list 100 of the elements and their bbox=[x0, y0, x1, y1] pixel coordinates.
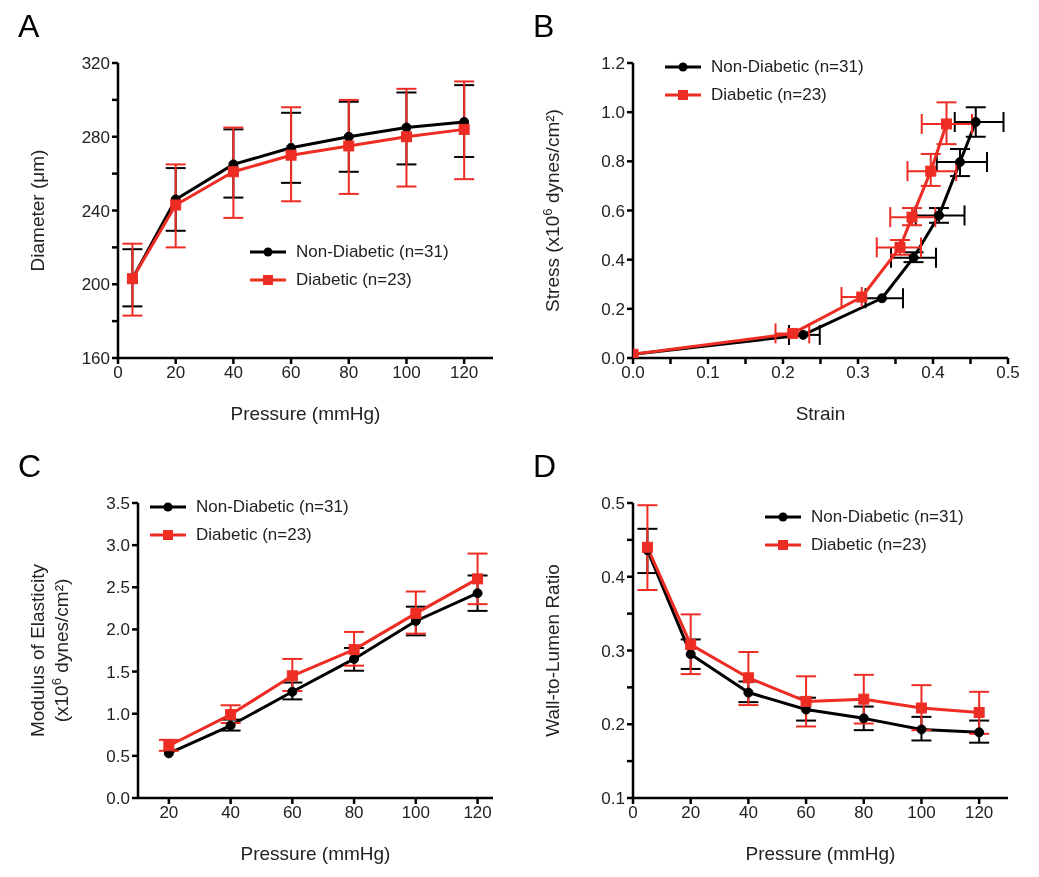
point bbox=[742, 672, 754, 684]
x-tick-label: 60 bbox=[281, 363, 301, 383]
y-tick-label: 1.0 bbox=[601, 103, 625, 123]
point bbox=[970, 117, 981, 127]
y-tick-label: 1.5 bbox=[106, 662, 130, 682]
y-tick-label: 0.4 bbox=[601, 567, 625, 587]
y-axis-title: Wall-to-Lumen Ratio bbox=[542, 564, 563, 737]
legend-label: Non-Diabetic (n=31) bbox=[196, 497, 349, 517]
y-tick-label: 0.8 bbox=[601, 152, 625, 172]
x-tick-label: 80 bbox=[344, 803, 364, 823]
point bbox=[343, 140, 355, 152]
chart-title: C bbox=[18, 448, 42, 485]
point bbox=[472, 573, 484, 585]
y-tick-label: 3.0 bbox=[106, 536, 130, 556]
point bbox=[955, 157, 965, 168]
y-tick-label: 0.5 bbox=[106, 746, 130, 766]
x-tick-label: 0.3 bbox=[846, 363, 870, 383]
legend-label: Diabetic (n=23) bbox=[196, 525, 312, 545]
point bbox=[285, 149, 297, 161]
y-tick-label: 3.5 bbox=[106, 494, 130, 514]
y-tick-label: 280 bbox=[81, 127, 110, 147]
point bbox=[941, 118, 952, 130]
y-tick-label: 2.5 bbox=[106, 578, 130, 598]
x-tick-label: 40 bbox=[738, 803, 758, 823]
x-tick-label: 0.0 bbox=[621, 363, 645, 383]
point bbox=[641, 541, 653, 553]
point bbox=[858, 713, 869, 724]
x-tick-label: 60 bbox=[282, 803, 302, 823]
x-tick-label: 120 bbox=[964, 803, 994, 823]
x-tick-label: 0.5 bbox=[996, 363, 1020, 383]
point bbox=[908, 252, 919, 263]
point bbox=[227, 166, 239, 178]
x-tick-label: 0.2 bbox=[771, 363, 795, 383]
chart-title: D bbox=[533, 448, 557, 485]
y-tick-label: 0.2 bbox=[601, 299, 625, 319]
y-tick-label: 0.2 bbox=[601, 715, 625, 735]
point bbox=[858, 693, 870, 705]
y-tick-label: 2.0 bbox=[106, 620, 130, 640]
x-tick-label: 120 bbox=[463, 803, 492, 823]
y-tick-label: 240 bbox=[81, 201, 110, 221]
point bbox=[974, 727, 985, 738]
point bbox=[163, 740, 175, 752]
point bbox=[343, 131, 354, 142]
y-tick-label: 1.2 bbox=[601, 54, 625, 74]
x-tick-label: 0.4 bbox=[921, 363, 945, 383]
point bbox=[225, 720, 236, 731]
point bbox=[410, 607, 422, 619]
point bbox=[934, 210, 944, 221]
point bbox=[743, 687, 754, 698]
point bbox=[225, 709, 237, 721]
point bbox=[472, 588, 483, 599]
point bbox=[286, 670, 298, 682]
point bbox=[894, 241, 906, 253]
x-tick-label: 0.1 bbox=[696, 363, 720, 383]
x-tick-label: 80 bbox=[339, 363, 359, 383]
x-tick-label: 100 bbox=[401, 803, 431, 823]
x-axis-title: Strain bbox=[795, 403, 846, 424]
x-tick-label: 40 bbox=[221, 803, 241, 823]
y-tick-label: 0.0 bbox=[106, 789, 130, 809]
point bbox=[973, 706, 985, 718]
point bbox=[401, 122, 412, 133]
point bbox=[348, 644, 360, 656]
x-tick-label: 0 bbox=[628, 803, 638, 823]
y-tick-label: 0.1 bbox=[601, 789, 625, 809]
y-tick-label: 0.3 bbox=[601, 641, 625, 661]
point bbox=[925, 165, 937, 177]
y-tick-label: 0.4 bbox=[601, 250, 625, 270]
point bbox=[915, 702, 927, 714]
point bbox=[856, 291, 868, 303]
point bbox=[685, 639, 697, 651]
chart-title: A bbox=[18, 8, 40, 45]
chart-title: B bbox=[533, 8, 555, 45]
x-tick-label: 20 bbox=[681, 803, 701, 823]
legend-label: Non-Diabetic (n=31) bbox=[811, 507, 964, 527]
legend-label: Diabetic (n=23) bbox=[711, 85, 827, 105]
point bbox=[916, 724, 927, 735]
x-axis-title: Pressure (mmHg) bbox=[745, 843, 896, 864]
point bbox=[349, 653, 360, 664]
point bbox=[800, 695, 812, 707]
legend-label: Diabetic (n=23) bbox=[811, 535, 927, 555]
legend-label: Non-Diabetic (n=31) bbox=[711, 57, 864, 77]
x-tick-label: 60 bbox=[796, 803, 816, 823]
y-tick-label: 160 bbox=[81, 349, 110, 369]
legend-label: Diabetic (n=23) bbox=[296, 270, 412, 290]
point bbox=[877, 293, 887, 304]
y-tick-label: 1.0 bbox=[106, 704, 130, 724]
x-tick-label: 80 bbox=[854, 803, 874, 823]
x-tick-label: 20 bbox=[159, 803, 179, 823]
point bbox=[400, 131, 412, 143]
y-tick-label: 320 bbox=[81, 54, 110, 74]
point bbox=[787, 327, 799, 339]
y-tick-label: 0.6 bbox=[601, 201, 625, 221]
point bbox=[287, 686, 298, 697]
x-tick-label: 20 bbox=[166, 363, 186, 383]
x-axis-title: Pressure (mmHg) bbox=[240, 843, 391, 864]
x-tick-label: 100 bbox=[392, 363, 421, 383]
x-tick-label: 0 bbox=[113, 363, 123, 383]
point bbox=[906, 211, 918, 223]
x-tick-label: 40 bbox=[223, 363, 243, 383]
y-axis-title: Diameter (μm) bbox=[27, 149, 48, 272]
